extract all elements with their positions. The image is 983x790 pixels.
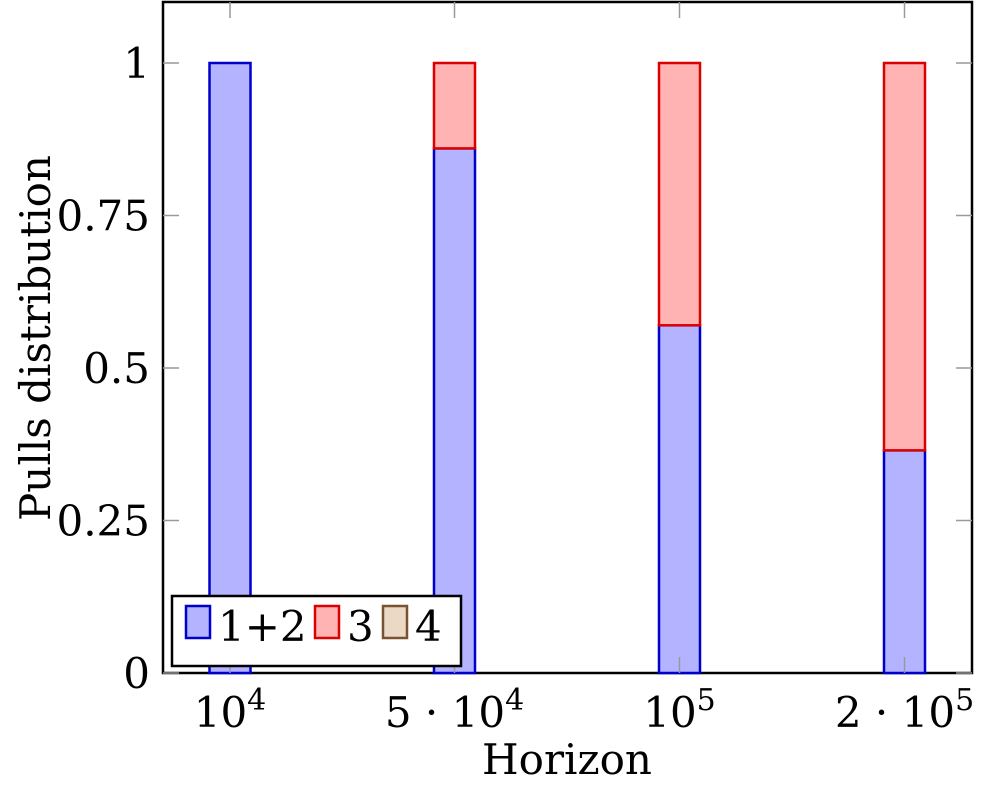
bar-1-1 bbox=[208, 61, 252, 675]
legend-swatch-3 bbox=[381, 604, 409, 640]
x-tick-label: 105 bbox=[643, 683, 716, 737]
bar-1-2 bbox=[432, 147, 477, 675]
legend-swatch-1 bbox=[184, 604, 212, 640]
bar-2-2 bbox=[432, 61, 477, 150]
bar-2-3 bbox=[657, 61, 702, 327]
bar-2-4 bbox=[882, 61, 927, 452]
legend-label-1: 1+2 bbox=[218, 602, 307, 651]
x-tick-label: 5 · 104 bbox=[385, 683, 524, 737]
x-tick-label: 104 bbox=[194, 683, 267, 737]
bar-1-4 bbox=[882, 449, 927, 675]
y-tick-label: 0.5 bbox=[83, 344, 150, 393]
y-tick-label: 0.75 bbox=[56, 192, 150, 241]
legend-swatch-2 bbox=[313, 604, 341, 640]
y-tick-label: 0 bbox=[123, 649, 150, 698]
legend-label-2: 3 bbox=[347, 602, 374, 651]
x-tick-label: 2 · 105 bbox=[835, 683, 974, 737]
x-axis-label: Horizon bbox=[482, 735, 652, 784]
y-axis-label: Pulls distribution bbox=[11, 155, 60, 521]
bar-1-3 bbox=[657, 324, 702, 675]
y-tick-label: 1 bbox=[123, 39, 150, 88]
legend-label-3: 4 bbox=[415, 602, 442, 651]
legend: 1+2 3 4 bbox=[170, 594, 463, 668]
y-tick-label: 0.25 bbox=[56, 497, 150, 546]
plot-frame bbox=[161, 0, 974, 675]
